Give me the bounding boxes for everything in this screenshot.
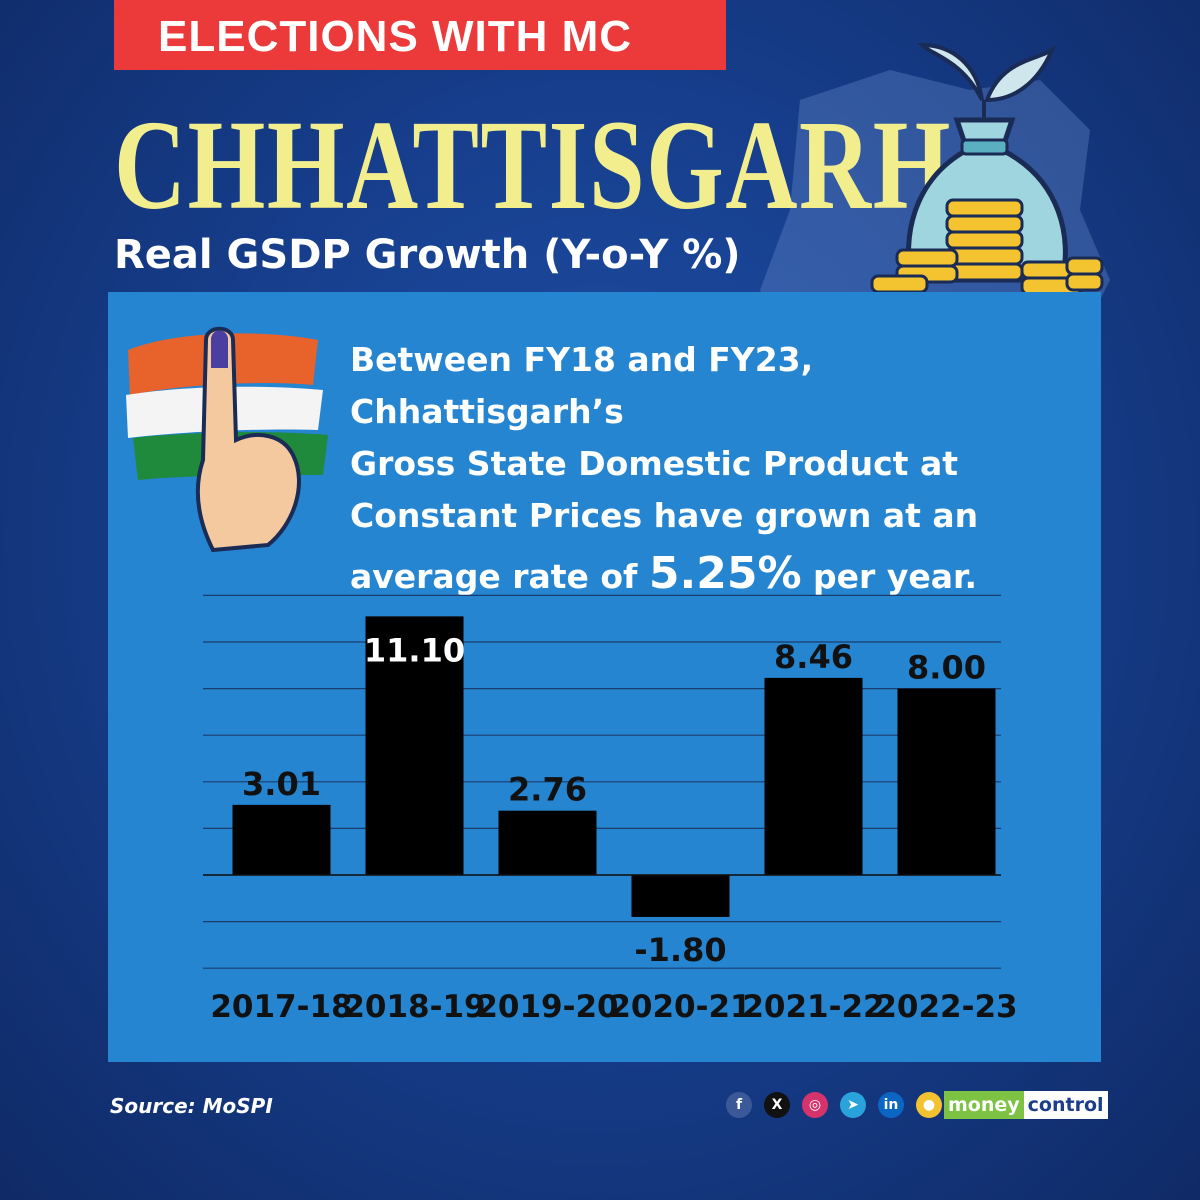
- data-label: 11.10: [364, 631, 465, 669]
- x-tick-label: 2017-18: [210, 989, 352, 1025]
- data-label: 8.00: [907, 649, 986, 687]
- linkedin-icon[interactable]: in: [878, 1092, 904, 1118]
- x-tick-label: 2020-21: [609, 989, 751, 1025]
- bar-2022-23: [897, 688, 996, 875]
- description-line: average rate of 5.25% per year.: [350, 548, 1090, 603]
- data-label: -1.80: [634, 931, 726, 969]
- voting-finger-illustration: [126, 326, 328, 553]
- data-label: 3.01: [242, 765, 321, 803]
- brand-part-control: control: [1023, 1091, 1108, 1119]
- description-text-pre: average rate of: [350, 557, 649, 596]
- facebook-icon[interactable]: f: [726, 1092, 752, 1118]
- x-tick-label: 2019-20: [476, 989, 618, 1025]
- bar-2021-22: [764, 677, 863, 875]
- source-note: Source: MoSPI: [110, 1094, 273, 1118]
- average-rate-highlight: 5.25%: [648, 548, 802, 599]
- koo-icon[interactable]: ●: [916, 1092, 942, 1118]
- elections-badge: ELECTIONS WITH MC: [114, 0, 726, 70]
- telegram-icon[interactable]: ➤: [840, 1092, 866, 1118]
- data-label: 2.76: [508, 771, 587, 809]
- bar-2020-21: [631, 875, 730, 917]
- instagram-icon[interactable]: ◎: [802, 1092, 828, 1118]
- x-tick-label: 2021-22: [742, 989, 884, 1025]
- page-title: CHHATTISGARH: [114, 94, 952, 236]
- data-label: 8.46: [774, 638, 853, 676]
- bar-2019-20: [498, 810, 597, 875]
- description-text-post: per year.: [801, 557, 978, 596]
- brand-part-money: money: [944, 1091, 1024, 1119]
- money-bag-illustration: [870, 42, 1104, 296]
- chart-panel: Between FY18 and FY23, Chhattisgarh’s Gr…: [108, 292, 1101, 1062]
- description-line: Between FY18 and FY23, Chhattisgarh’s: [350, 340, 814, 431]
- chart-subtitle: Real GSDP Growth (Y-o-Y %): [114, 232, 741, 278]
- description-text: Between FY18 and FY23, Chhattisgarh’s Gr…: [350, 334, 1090, 603]
- x-tick-label: 2018-19: [343, 989, 485, 1025]
- description-line: Gross State Domestic Product at: [350, 444, 958, 483]
- bar-2017-18: [232, 804, 331, 875]
- x-icon[interactable]: X: [764, 1092, 790, 1118]
- description-line: Constant Prices have grown at an: [350, 496, 979, 535]
- x-tick-label: 2022-23: [875, 989, 1017, 1025]
- bar-chart: 3.01 2017-18 11.10 2018-19 2.76 2019-20 -1.80 2…: [203, 594, 1018, 1025]
- moneycontrol-logo[interactable]: money control: [944, 1091, 1108, 1119]
- bar-2018-19: [365, 616, 464, 875]
